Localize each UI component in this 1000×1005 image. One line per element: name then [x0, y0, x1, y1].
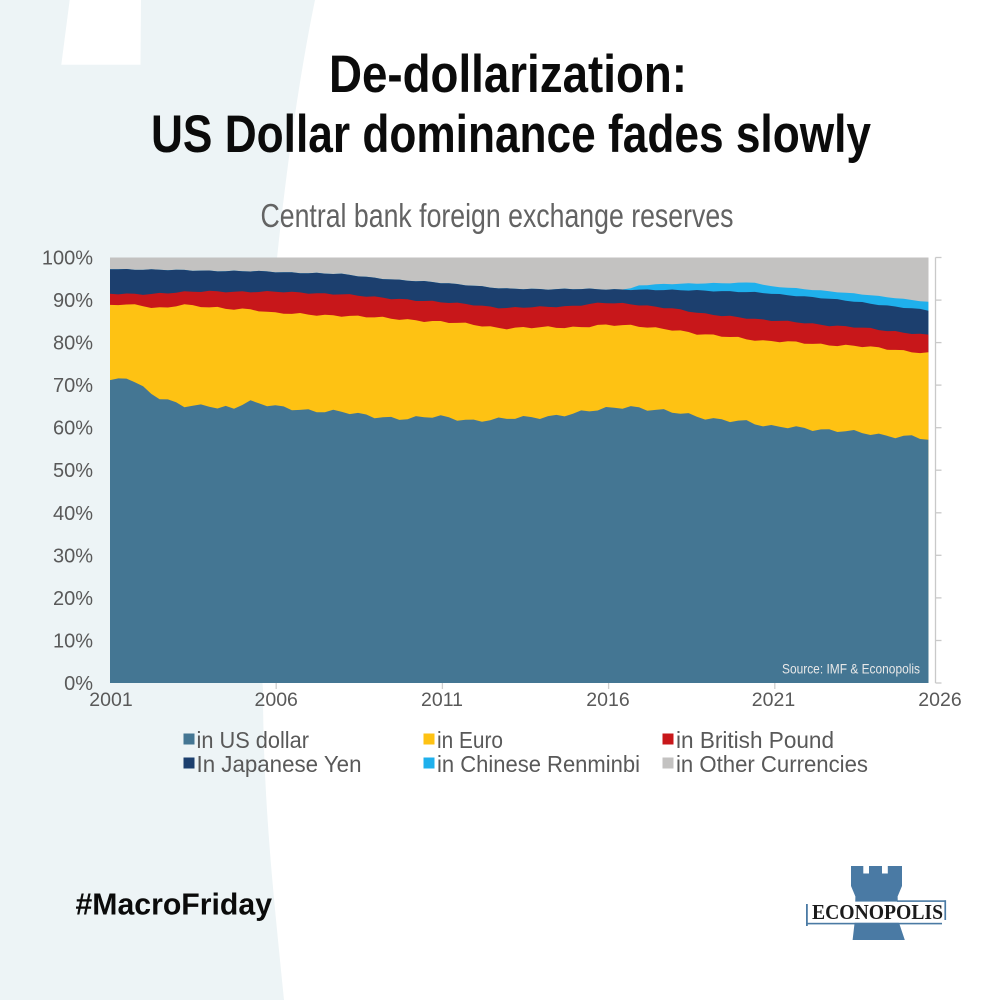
svg-text:2006: 2006 — [255, 689, 298, 711]
svg-text:0%: 0% — [64, 673, 93, 695]
svg-text:80%: 80% — [53, 333, 93, 355]
svg-text:ECONOPOLIS: ECONOPOLIS — [812, 900, 943, 924]
svg-text:in Other Currencies: in Other Currencies — [676, 751, 868, 777]
svg-text:30%: 30% — [53, 545, 93, 567]
svg-text:in Chinese Renminbi: in Chinese Renminbi — [437, 751, 640, 777]
svg-text:2001: 2001 — [89, 689, 132, 711]
svg-text:in US dollar: in US dollar — [197, 727, 310, 753]
svg-text:2016: 2016 — [586, 689, 629, 711]
svg-text:In Japanese Yen: In Japanese Yen — [197, 751, 362, 777]
svg-text:in Euro: in Euro — [437, 727, 503, 753]
svg-text:2021: 2021 — [752, 689, 795, 711]
svg-text:50%: 50% — [53, 460, 93, 482]
svg-text:Central bank foreign exchange: Central bank foreign exchange reserves — [261, 197, 734, 234]
svg-text:10%: 10% — [53, 631, 93, 653]
svg-text:De-dollarization:: De-dollarization: — [329, 45, 687, 104]
svg-text:100%: 100% — [42, 248, 93, 270]
svg-text:#MacroFriday: #MacroFriday — [76, 888, 273, 922]
svg-text:2026: 2026 — [918, 689, 961, 711]
svg-text:40%: 40% — [53, 503, 93, 525]
svg-text:2011: 2011 — [421, 689, 463, 711]
svg-text:Source: IMF & Econopolis: Source: IMF & Econopolis — [782, 661, 920, 677]
svg-text:90%: 90% — [53, 290, 93, 312]
svg-text:60%: 60% — [53, 418, 93, 440]
svg-text:US Dollar dominance fades slow: US Dollar dominance fades slowly — [151, 105, 871, 164]
svg-text:in British Pound: in British Pound — [676, 727, 834, 753]
svg-text:70%: 70% — [53, 375, 93, 397]
svg-text:20%: 20% — [53, 588, 93, 610]
